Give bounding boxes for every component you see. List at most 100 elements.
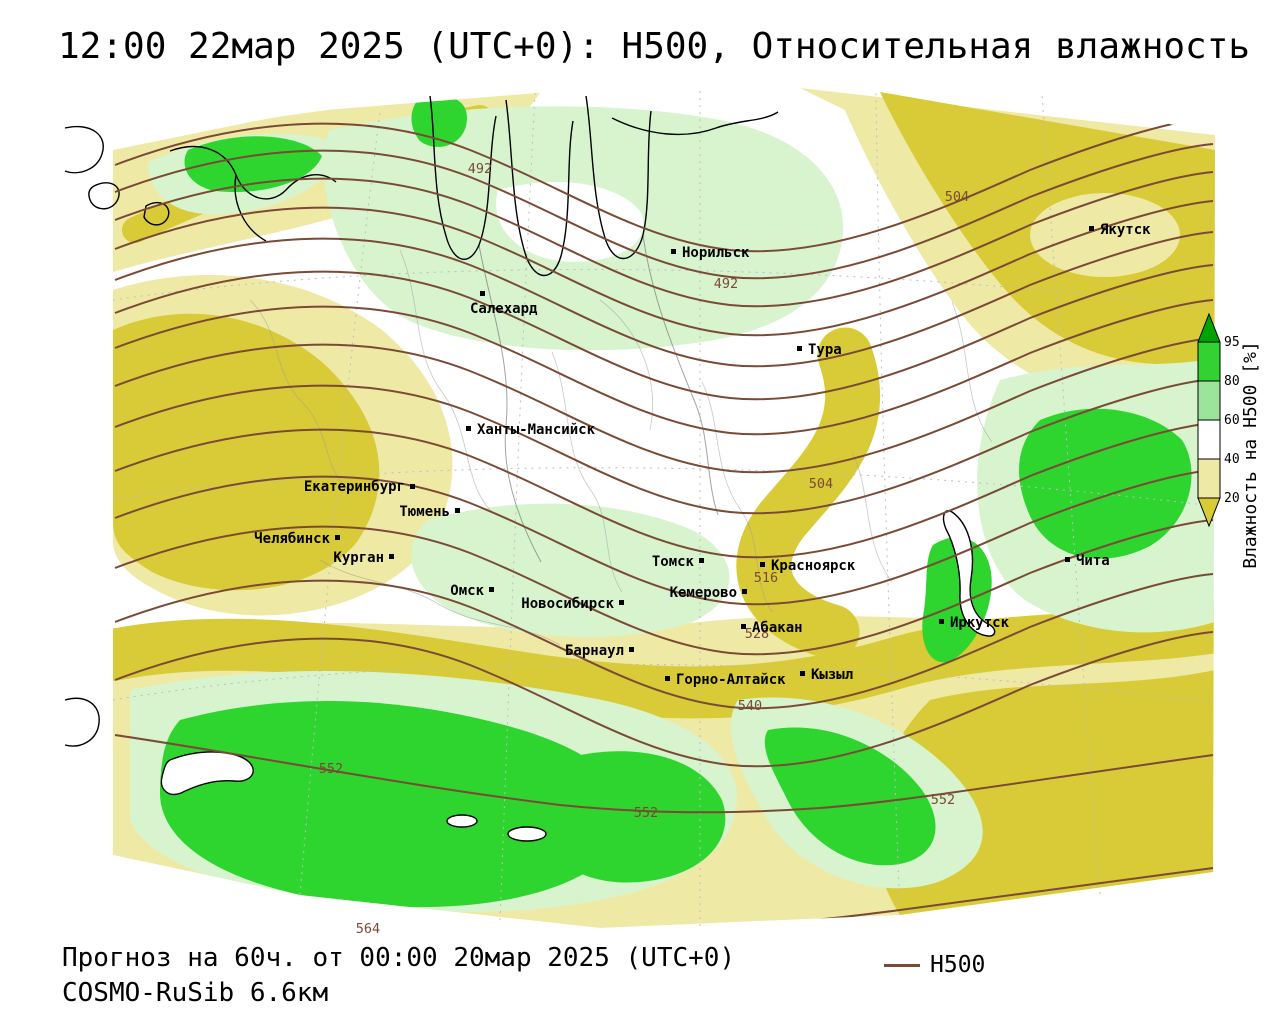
boundary bbox=[249, 299, 353, 493]
colorbar-segment bbox=[1197, 458, 1221, 499]
city-label: Барнаул bbox=[565, 643, 624, 659]
city-tura: Тура bbox=[797, 342, 842, 358]
city-label: Салехард bbox=[470, 301, 538, 317]
meridian bbox=[499, 92, 536, 921]
city-kemerovo: Кемерово bbox=[670, 585, 747, 601]
contour-line bbox=[114, 469, 1214, 606]
city-dot bbox=[742, 589, 747, 594]
region bbox=[159, 701, 628, 908]
city-tyumen: Тюмень bbox=[399, 504, 460, 520]
contour-label: 552 bbox=[319, 761, 343, 777]
city-label: Екатеринбург bbox=[304, 479, 405, 495]
h500-line-sample-icon bbox=[884, 963, 920, 967]
lake bbox=[446, 814, 478, 828]
colorbar-tick: 80 bbox=[1224, 374, 1240, 389]
contour-label: 492 bbox=[468, 161, 492, 177]
region bbox=[504, 422, 730, 510]
city-novosibirsk: Новосибирск bbox=[521, 596, 624, 612]
city-label: Новосибирск bbox=[521, 596, 614, 612]
city-dot bbox=[389, 554, 394, 559]
contour-line bbox=[114, 573, 1214, 710]
city-dot bbox=[760, 562, 765, 567]
contour-label: 504 bbox=[945, 189, 969, 205]
colorbar-ticks: 95 80 60 40 20 bbox=[1224, 335, 1240, 506]
region bbox=[1019, 408, 1192, 559]
city-dot bbox=[410, 484, 415, 489]
city-label: Тура bbox=[808, 342, 842, 358]
city-salekhard: Салехард bbox=[470, 291, 538, 317]
city-dot bbox=[665, 676, 670, 681]
city-tomsk: Томск bbox=[652, 554, 704, 570]
page-title: 12:00 22мар 2025 (UTC+0): H500, Относите… bbox=[58, 26, 1251, 67]
contour-line bbox=[114, 378, 1214, 515]
colorbar-tick: 40 bbox=[1224, 452, 1240, 467]
contour-line bbox=[114, 299, 1214, 436]
region bbox=[533, 751, 726, 883]
island bbox=[88, 182, 120, 210]
contour-labels: 492 492 504 504 516 528 540 552 552 552 … bbox=[319, 161, 969, 937]
region bbox=[113, 601, 1215, 719]
boundary bbox=[701, 381, 773, 613]
contour-label: 492 bbox=[714, 276, 738, 292]
colorbar-arrow-bottom bbox=[1197, 497, 1221, 528]
city-label: Кызыл bbox=[811, 667, 853, 683]
parallel bbox=[112, 268, 1214, 309]
region bbox=[184, 136, 322, 193]
island bbox=[143, 201, 170, 226]
colorbar-segment bbox=[1197, 341, 1221, 382]
contour-line bbox=[114, 231, 1214, 368]
city-dot bbox=[480, 291, 485, 296]
h500-contours bbox=[114, 116, 1214, 928]
city-dot bbox=[671, 249, 676, 254]
colorbar-tick: 20 bbox=[1224, 491, 1240, 506]
admin-boundaries bbox=[249, 249, 993, 646]
colorbar-segment bbox=[1197, 380, 1221, 421]
city-dot bbox=[1089, 226, 1094, 231]
city-dot bbox=[800, 671, 805, 676]
legend-label: H500 bbox=[930, 952, 986, 978]
region bbox=[411, 503, 730, 638]
city-label: Кемерово bbox=[670, 585, 737, 601]
city-markers: Норильск Салехард Тура Якутск Ханты-Манс… bbox=[254, 222, 1151, 688]
city-dot bbox=[629, 647, 634, 652]
coastlines bbox=[64, 95, 996, 842]
city-omsk: Омск bbox=[450, 583, 494, 599]
contour-line bbox=[114, 143, 1214, 280]
city-dot bbox=[1065, 557, 1070, 562]
boundary bbox=[399, 249, 493, 513]
city-label: Абакан bbox=[752, 620, 803, 636]
boundary bbox=[599, 299, 653, 431]
city-label: Тюмень bbox=[399, 504, 450, 520]
city-dot bbox=[335, 535, 340, 540]
footer: Прогноз на 60ч. от 00:00 20мар 2025 (UTC… bbox=[62, 941, 735, 1011]
city-dot bbox=[455, 508, 460, 513]
region bbox=[411, 96, 467, 147]
city-dot bbox=[489, 587, 494, 592]
coastline bbox=[611, 111, 779, 136]
contour-line bbox=[114, 171, 1214, 308]
city-dot bbox=[619, 600, 624, 605]
city-label: Красноярск bbox=[771, 558, 856, 574]
city-dot bbox=[699, 558, 704, 563]
contour-label: 516 bbox=[754, 570, 778, 586]
contour-line bbox=[114, 734, 1214, 814]
region bbox=[1030, 193, 1180, 277]
colorbar-tick: 60 bbox=[1224, 413, 1240, 428]
meridian bbox=[1041, 94, 1101, 895]
city-dot bbox=[466, 426, 471, 431]
city-label: Иркутск bbox=[950, 615, 1010, 631]
city-dot bbox=[797, 346, 802, 351]
forecast-info-line: Прогноз на 60ч. от 00:00 20мар 2025 (UTC… bbox=[62, 943, 736, 973]
lake-baikal bbox=[942, 510, 996, 637]
city-label: Омск bbox=[450, 583, 484, 599]
colorbar-axis-label: Влажность на H500 [%] bbox=[1240, 341, 1261, 569]
city-norilsk: Норильск bbox=[671, 245, 750, 261]
city-kyzyl: Кызыл bbox=[800, 667, 853, 683]
city-label: Норильск bbox=[682, 245, 750, 261]
contour-line bbox=[114, 422, 1214, 559]
city-chelyabinsk: Челябинск bbox=[254, 531, 340, 547]
humidity-shading-layer bbox=[113, 88, 1215, 928]
coastline bbox=[169, 145, 337, 200]
